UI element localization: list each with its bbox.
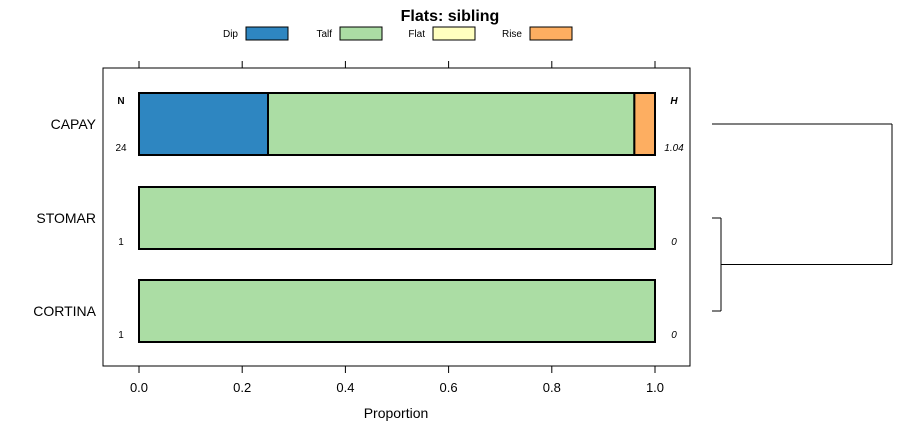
x-tick-label: 0.8 [543, 380, 561, 395]
legend-label-rise: Rise [502, 29, 522, 40]
bar-capay-talf [267, 92, 636, 156]
bar-capay-rise [633, 92, 656, 156]
category-labels: CAPAY STOMAR CORTINA [33, 116, 96, 319]
legend-label-dip: Dip [223, 29, 238, 40]
legend-swatch-dip [245, 26, 289, 41]
legend-label-flat: Flat [408, 29, 425, 40]
legend-label-talf: Talf [316, 29, 332, 40]
bar-capay-dip [138, 92, 269, 156]
h-value-capay: 1.04 [664, 143, 684, 154]
category-label-stomar: STOMAR [36, 210, 96, 226]
x-tick-label: 0.4 [336, 380, 354, 395]
x-tick-label: 0.6 [440, 380, 458, 395]
bar-stomar-talf [138, 186, 656, 250]
n-value-cortina: 1 [118, 330, 124, 341]
dendrogram [712, 123, 893, 312]
n-value-stomar: 1 [118, 237, 124, 248]
bar-cortina-talf [138, 279, 656, 343]
legend-swatch-rise [529, 26, 573, 41]
legend-swatch-talf [339, 26, 383, 41]
h-value-stomar: 0 [671, 237, 677, 248]
bars [138, 92, 656, 343]
legend: Dip Talf Flat Rise [223, 26, 573, 41]
x-tick-label: 1.0 [646, 380, 664, 395]
category-label-cortina: CORTINA [33, 303, 96, 319]
x-tick-label: 0.0 [130, 380, 148, 395]
n-value-capay: 24 [115, 143, 127, 154]
plot-frame [102, 67, 691, 367]
annotations: N H 24 1.04 1 0 1 0 [115, 96, 684, 341]
n-header: N [117, 96, 124, 107]
legend-swatch-flat [432, 26, 476, 41]
x-axis: 0.0 0.2 0.4 0.6 0.8 1.0 [130, 61, 664, 395]
x-axis-label: Proportion [364, 405, 429, 421]
category-label-capay: CAPAY [51, 116, 97, 132]
chart-title: Flats: sibling [401, 8, 500, 25]
x-tick-label: 0.2 [233, 380, 251, 395]
h-header: H [670, 96, 678, 107]
h-value-cortina: 0 [671, 330, 677, 341]
